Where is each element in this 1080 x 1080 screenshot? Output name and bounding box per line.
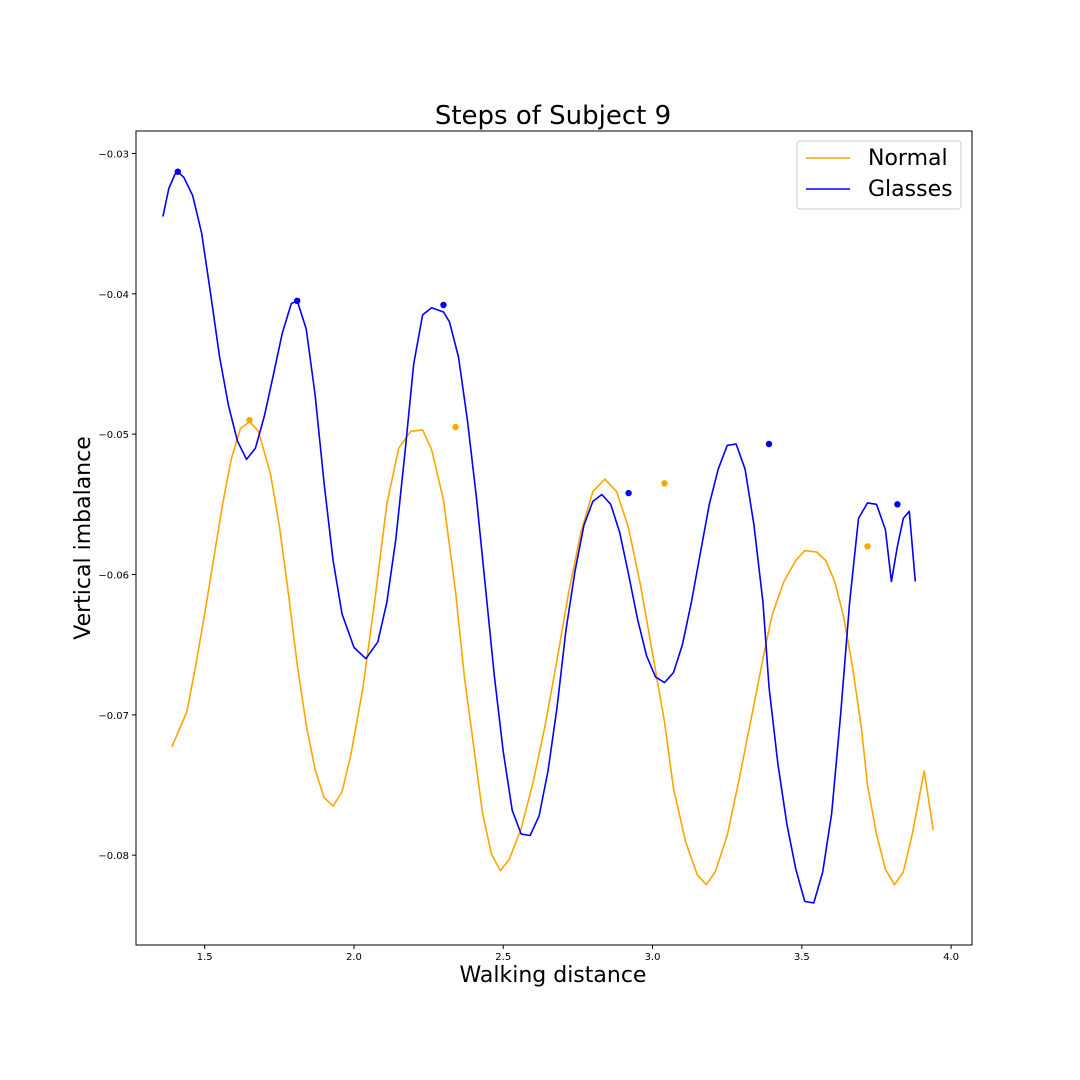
peak-marker-glasses	[174, 168, 181, 175]
plot-frame	[135, 130, 973, 946]
legend-label-glasses: Glasses	[868, 177, 953, 202]
series-line-normal	[171, 420, 934, 886]
x-axis-label: Walking distance	[460, 963, 647, 988]
y-tick-label: −0.08	[98, 851, 129, 862]
y-tick-label: −0.04	[98, 290, 129, 301]
peak-marker-glasses	[765, 440, 773, 448]
x-tick-label: 1.5	[197, 952, 213, 963]
marker-layer	[174, 168, 901, 550]
peak-marker-glasses	[294, 297, 301, 304]
plot-area	[135, 130, 973, 946]
y-tick-label: −0.05	[98, 430, 129, 441]
peak-marker-normal	[864, 543, 871, 550]
series-line-glasses	[162, 170, 917, 904]
y-tick-label: −0.06	[98, 570, 129, 581]
peak-marker-glasses	[440, 301, 447, 309]
x-tick-label: 4.0	[943, 952, 959, 963]
x-tick-label: 3.0	[645, 952, 661, 963]
y-tick-label: −0.07	[98, 711, 129, 722]
x-tick-label: 3.5	[794, 952, 810, 963]
peak-marker-normal	[661, 480, 668, 487]
legend-label-normal: Normal	[868, 146, 948, 171]
peak-marker-glasses	[894, 501, 901, 508]
x-axis: 1.5 2.0 2.5 3.0 3.5 4.0	[197, 945, 959, 963]
y-axis: −0.03 −0.04 −0.05 −0.06 −0.07 −0.08	[98, 149, 136, 862]
peak-marker-glasses	[625, 489, 632, 497]
series-layer	[162, 170, 934, 904]
y-axis-label: Vertical imbalance	[71, 436, 96, 640]
peak-marker-normal	[246, 416, 253, 424]
legend: Normal Glasses	[796, 140, 962, 210]
x-tick-label: 2.0	[346, 952, 362, 963]
peak-marker-normal	[452, 423, 459, 431]
y-tick-label: −0.03	[98, 149, 129, 160]
chart-title: Steps of Subject 9	[435, 101, 671, 131]
x-tick-label: 2.5	[495, 952, 511, 963]
